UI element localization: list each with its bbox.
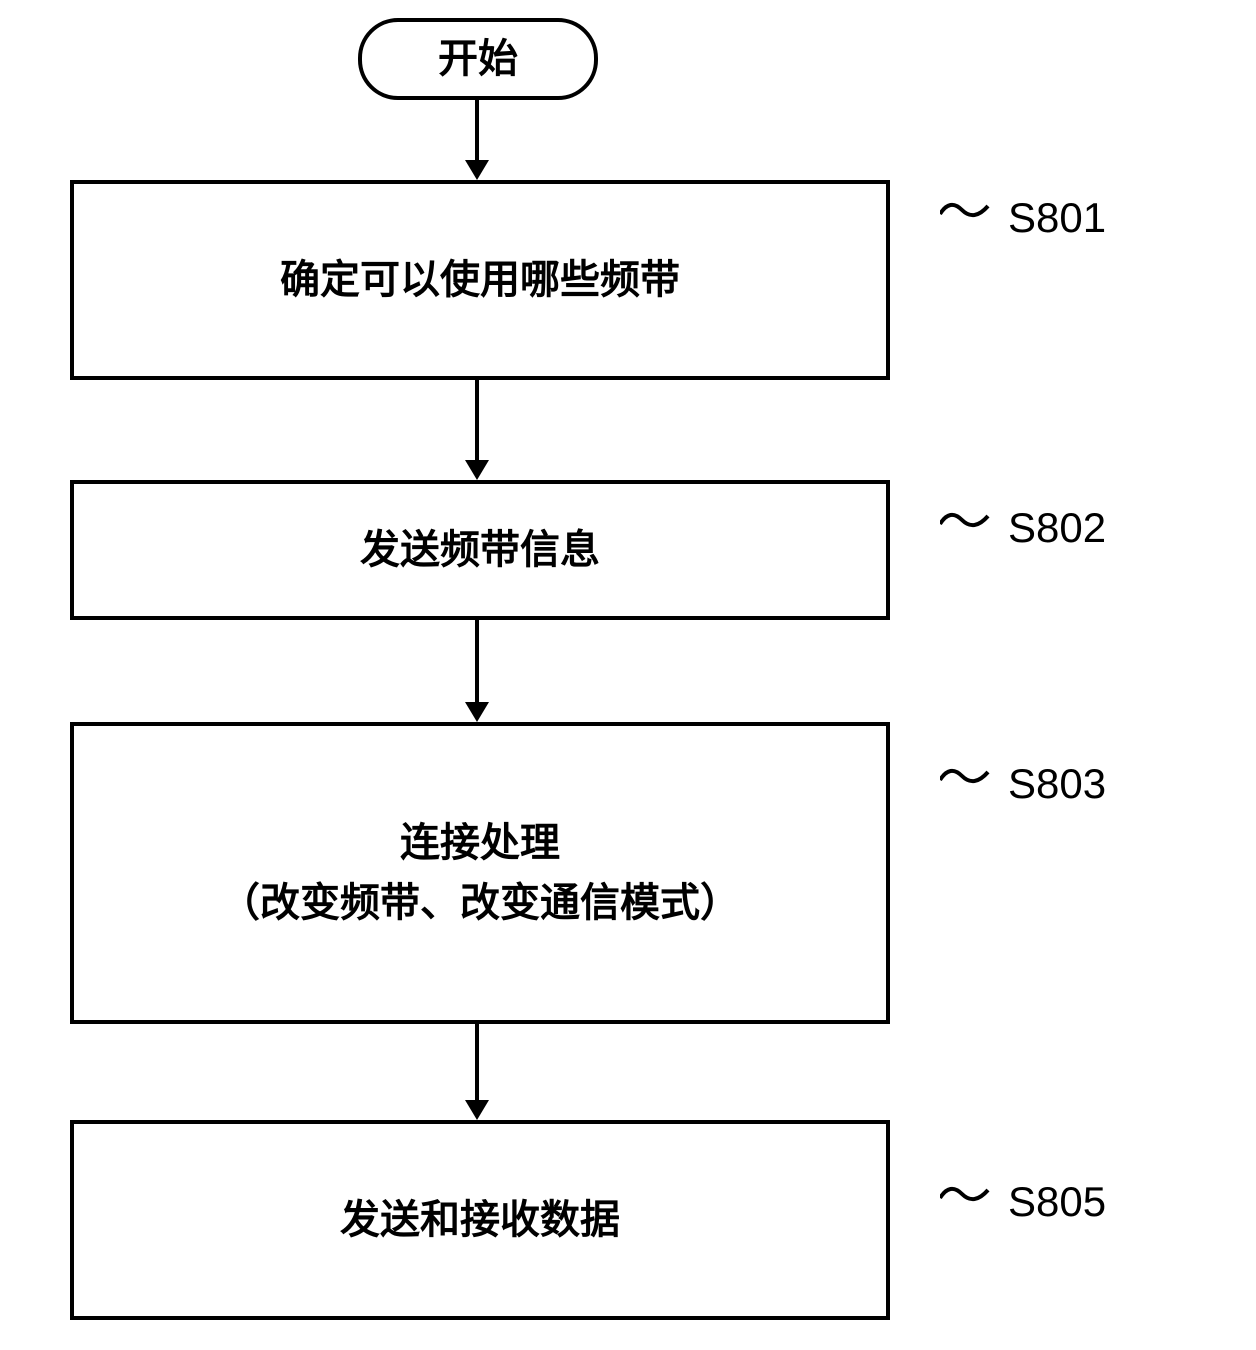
arrow-3-head (465, 702, 489, 722)
start-text: 开始 (438, 29, 518, 89)
label-s802: S802 (1008, 504, 1106, 552)
arrow-4-head (465, 1100, 489, 1120)
tilde-s801 (940, 200, 996, 224)
start-node: 开始 (358, 18, 598, 100)
process-s805: 发送和接收数据 (70, 1120, 890, 1320)
arrow-2-head (465, 460, 489, 480)
label-s805: S805 (1008, 1178, 1106, 1226)
process-s801: 确定可以使用哪些频带 (70, 180, 890, 380)
s803-text-line1: 连接处理 (400, 813, 560, 873)
arrow-1-head (465, 160, 489, 180)
process-s803: 连接处理 （改变频带、改变通信模式） (70, 722, 890, 1024)
tilde-s803 (940, 766, 996, 790)
flowchart-container: 开始 确定可以使用哪些频带 S801 发送频带信息 S802 连接处理 （改变频… (0, 0, 1256, 1350)
s803-text-line2: （改变频带、改变通信模式） (220, 873, 740, 933)
arrow-3 (475, 620, 479, 702)
process-s802: 发送频带信息 (70, 480, 890, 620)
label-s803: S803 (1008, 760, 1106, 808)
tilde-s805 (940, 1184, 996, 1208)
s805-text: 发送和接收数据 (340, 1190, 620, 1250)
s802-text: 发送频带信息 (360, 520, 600, 580)
arrow-1 (475, 100, 479, 160)
s801-text: 确定可以使用哪些频带 (280, 250, 680, 310)
arrow-2 (475, 380, 479, 460)
label-s801: S801 (1008, 194, 1106, 242)
tilde-s802 (940, 510, 996, 534)
arrow-4 (475, 1024, 479, 1100)
